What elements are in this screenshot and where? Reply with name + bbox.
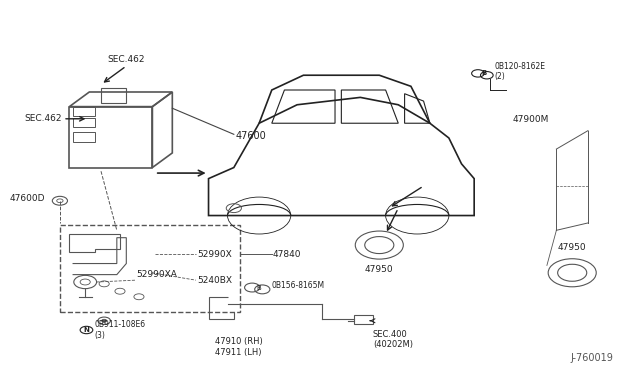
Text: N: N xyxy=(84,327,90,333)
Text: SEC.462: SEC.462 xyxy=(24,114,62,123)
Circle shape xyxy=(102,319,107,322)
Text: J-760019: J-760019 xyxy=(570,353,613,363)
Text: 47910 (RH)
47911 (LH): 47910 (RH) 47911 (LH) xyxy=(215,337,262,357)
Text: SEC.462: SEC.462 xyxy=(108,55,145,64)
Text: 47600: 47600 xyxy=(235,131,266,141)
Text: SEC.400
(40202M): SEC.400 (40202M) xyxy=(373,330,413,349)
Bar xyxy=(60,225,240,311)
Text: 52990XA: 52990XA xyxy=(136,270,177,279)
Text: B: B xyxy=(481,70,486,76)
Text: 47950: 47950 xyxy=(365,265,394,275)
Text: 0B911-108E6
(3): 0B911-108E6 (3) xyxy=(95,320,146,340)
Text: 0B120-8162E
(2): 0B120-8162E (2) xyxy=(495,62,545,81)
Text: 47900M: 47900M xyxy=(512,115,548,124)
Text: B: B xyxy=(257,285,262,291)
Bar xyxy=(72,132,95,142)
Text: 47840: 47840 xyxy=(273,250,301,259)
Text: 52990X: 52990X xyxy=(197,250,232,259)
Text: 5240BX: 5240BX xyxy=(197,276,232,285)
Bar xyxy=(72,118,95,127)
Bar xyxy=(354,315,373,324)
Bar xyxy=(101,88,126,103)
Bar xyxy=(72,107,95,116)
Text: 47950: 47950 xyxy=(558,243,586,253)
Text: 47600D: 47600D xyxy=(10,195,45,203)
Text: 0B156-8165M: 0B156-8165M xyxy=(272,281,325,290)
